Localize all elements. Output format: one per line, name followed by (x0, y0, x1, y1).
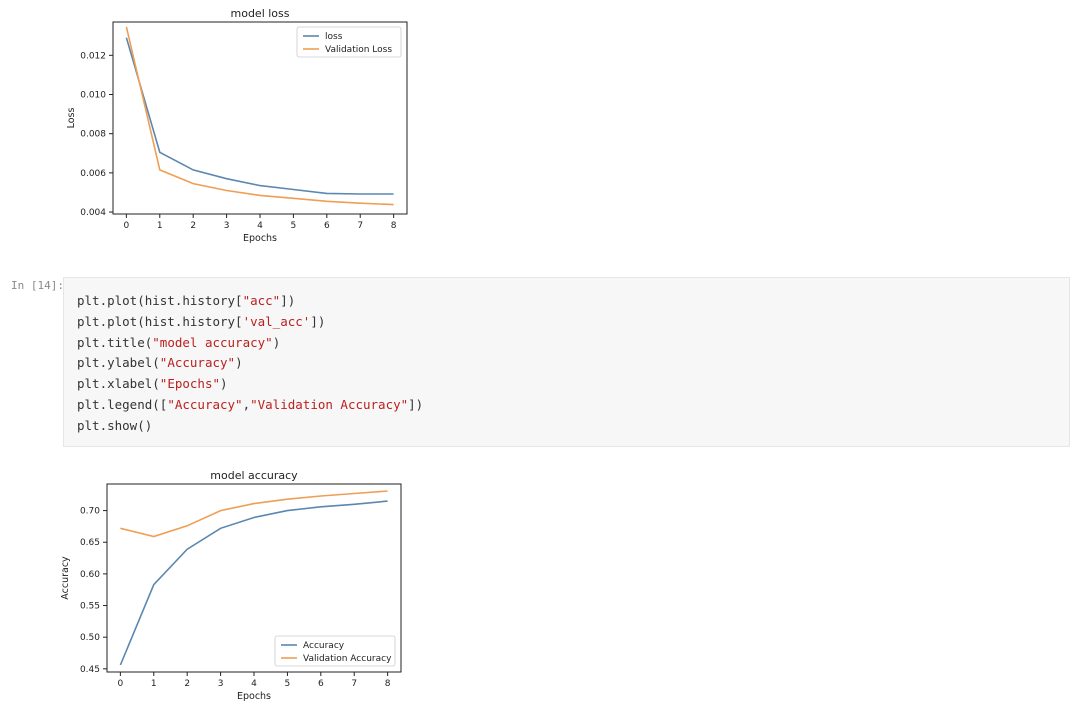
y-tick-label: 0.65 (80, 538, 100, 548)
x-tick-label: 8 (385, 679, 391, 689)
code-token: plt.plot(hist.history[ (77, 293, 243, 308)
y-axis-label: Accuracy (60, 556, 71, 600)
x-axis-label: Epochs (237, 691, 271, 702)
x-tick-label: 2 (190, 221, 196, 231)
code-token: plt.plot(hist.history[ (77, 313, 243, 329)
x-tick-label: 4 (251, 679, 257, 689)
y-tick-label: 0.60 (80, 570, 100, 580)
code-token: ) (220, 376, 228, 392)
series-line-2 (125, 26, 394, 206)
code-token: ]) (280, 293, 296, 308)
x-tick-label: 4 (257, 221, 263, 231)
y-tick-label: 0.006 (80, 169, 106, 179)
y-axis-label: Loss (66, 108, 77, 129)
code-token: plt.xlabel( (77, 376, 160, 392)
code-line: plt.title("model accuracy") (77, 333, 1056, 354)
code-string: "acc" (242, 293, 281, 308)
series-line-2 (120, 490, 388, 538)
code-line: plt.plot(hist.history["acc"]) (77, 291, 1056, 312)
legend-label: Validation Loss (325, 45, 392, 55)
accuracy-chart: model accuracy 0 1 2 3 4 5 6 7 8 0.45 0.50 0.55 0.60 0… (60, 469, 402, 702)
code-token: plt.show() (77, 417, 153, 433)
code-token: ) (272, 334, 281, 350)
x-tick-label: 0 (117, 679, 123, 689)
accuracy-figure: model accuracy 0 1 2 3 4 5 6 7 8 0.45 0.50 0.55 0.60 0… (60, 466, 420, 710)
x-tick-label: 5 (291, 221, 297, 231)
code-line: plt.ylabel("Accuracy") (77, 353, 1056, 374)
chart-title: model loss (231, 7, 290, 20)
series-line-1 (125, 37, 394, 195)
y-tick-label: 0.004 (80, 208, 106, 218)
code-token: plt.legend([ (77, 396, 168, 412)
code-token: ) (235, 355, 243, 371)
code-string: 'val_acc' (242, 313, 311, 329)
loss-figure: model loss 0 1 2 3 4 5 6 7 8 0.004 0.006 0.008 0.010 0… (60, 4, 420, 244)
legend-box (296, 26, 402, 58)
code-string: "Validation Accuracy" (250, 396, 409, 412)
loss-chart: model loss 0 1 2 3 4 5 6 7 8 0.004 0.006 0.008 0.010 0… (66, 7, 408, 244)
x-tick-label: 6 (318, 679, 324, 689)
code-line: plt.plot(hist.history['val_acc']) (77, 312, 1056, 333)
y-tick-label: 0.55 (80, 602, 100, 612)
legend-label: loss (325, 32, 343, 42)
x-tick-label: 6 (324, 221, 330, 231)
legend-label: Validation Accuracy (303, 654, 392, 664)
x-tick-label: 2 (184, 679, 190, 689)
code-string: "Accuracy" (159, 355, 236, 371)
code-cell-input[interactable]: plt.plot(hist.history["acc"]) plt.plot(hi… (63, 277, 1070, 447)
code-token: plt.ylabel( (77, 355, 160, 371)
code-token: plt.title( (77, 334, 153, 350)
x-tick-label: 7 (357, 221, 363, 231)
y-tick-label: 0.010 (80, 90, 106, 100)
code-line: plt.legend(["Accuracy","Validation Accur… (77, 395, 1056, 416)
code-line: plt.show() (77, 416, 1056, 437)
x-tick-label: 8 (391, 221, 397, 231)
y-tick-label: 0.008 (80, 130, 106, 140)
cell-prompt: In [14]: (11, 279, 64, 292)
x-tick-label: 5 (285, 679, 291, 689)
x-tick-label: 1 (157, 221, 163, 231)
y-tick-label: 0.70 (80, 507, 100, 517)
y-tick-label: 0.50 (80, 633, 100, 643)
code-token: ]) (310, 313, 326, 329)
code-string: "Accuracy" (167, 396, 243, 412)
code-line: plt.xlabel("Epochs") (77, 374, 1056, 395)
y-tick-label: 0.012 (80, 51, 106, 61)
chart-title: model accuracy (210, 469, 298, 482)
code-token: ]) (408, 396, 424, 412)
x-axis-label: Epochs (243, 233, 277, 244)
code-string: "model accuracy" (152, 334, 273, 350)
code-string: "Epochs" (159, 376, 221, 392)
x-tick-label: 3 (218, 679, 224, 689)
y-tick-label: 0.45 (80, 665, 100, 675)
x-tick-label: 3 (224, 221, 230, 231)
legend-box (274, 635, 396, 667)
code-token: , (242, 396, 251, 412)
x-tick-label: 0 (123, 221, 129, 231)
legend-label: Accuracy (303, 641, 345, 651)
series-line-1 (119, 500, 388, 666)
x-tick-label: 7 (351, 679, 357, 689)
x-tick-label: 1 (151, 679, 157, 689)
